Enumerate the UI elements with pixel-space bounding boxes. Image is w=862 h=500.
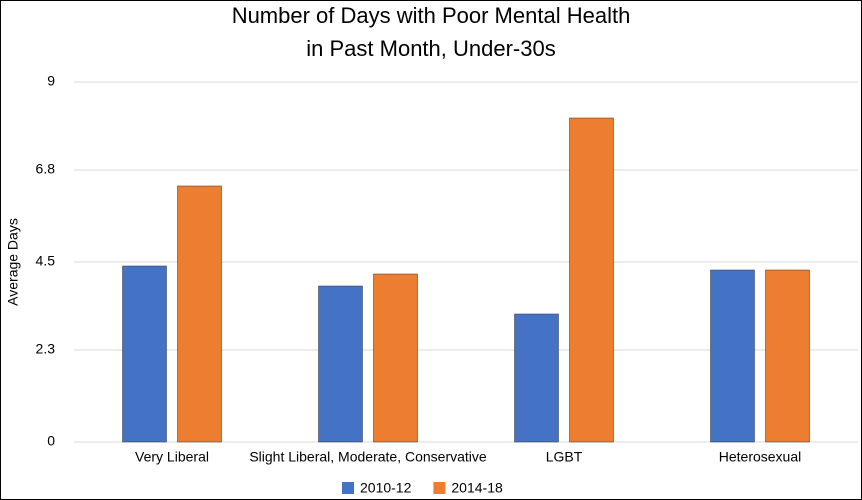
legend-label: 2010-12 — [360, 480, 412, 496]
legend-label: 2014-18 — [451, 480, 503, 496]
bar — [373, 273, 418, 443]
y-tick-label: 4.5 — [36, 253, 56, 269]
x-tick-label: Very Liberal — [135, 449, 209, 465]
bar — [177, 185, 222, 443]
y-axis-label: Average Days — [5, 218, 21, 306]
x-tick-label: Heterosexual — [719, 449, 802, 465]
legend-swatch — [342, 482, 354, 494]
bar — [122, 265, 167, 443]
bar — [514, 313, 559, 443]
y-tick-label: 6.8 — [36, 161, 56, 177]
bar — [569, 117, 614, 443]
chart-title: Number of Days with Poor Mental Health — [232, 3, 631, 28]
chart-title: in Past Month, Under-30s — [306, 36, 555, 61]
legend-swatch — [433, 482, 446, 494]
bar — [765, 269, 810, 443]
y-tick-label: 2.3 — [36, 341, 56, 357]
bar — [710, 269, 755, 443]
y-tick-label: 9 — [47, 73, 55, 89]
x-tick-label: Slight Liberal, Moderate, Conservative — [249, 449, 487, 465]
y-tick-label: 0 — [47, 433, 55, 449]
x-tick-label: LGBT — [546, 449, 583, 465]
bar — [318, 285, 363, 443]
